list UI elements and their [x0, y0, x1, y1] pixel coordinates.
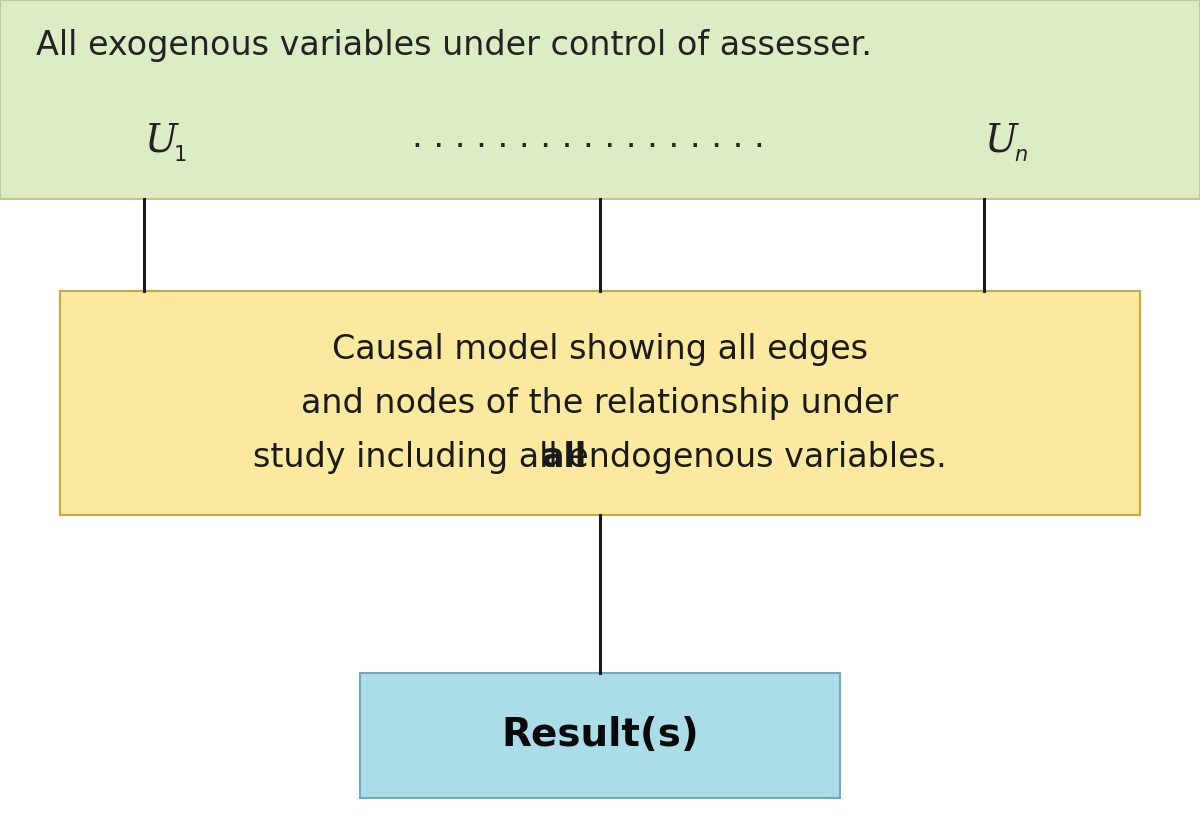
Text: U: U: [984, 123, 1016, 160]
FancyBboxPatch shape: [0, 0, 1200, 199]
Text: 1: 1: [174, 145, 187, 165]
Text: study including all endogenous variables.: study including all endogenous variables…: [253, 440, 947, 474]
FancyBboxPatch shape: [60, 291, 1140, 515]
Text: all: all: [541, 440, 587, 474]
FancyBboxPatch shape: [360, 673, 840, 798]
Text: and nodes of the relationship under: and nodes of the relationship under: [301, 386, 899, 420]
Text: Result(s): Result(s): [502, 716, 698, 755]
Text: Causal model showing all edges: Causal model showing all edges: [332, 332, 868, 366]
Text: n: n: [1014, 145, 1027, 165]
Text: U: U: [144, 123, 176, 160]
Text: . . . . . . . . . . . . . . . . .: . . . . . . . . . . . . . . . . .: [412, 120, 764, 154]
Text: All exogenous variables under control of assesser.: All exogenous variables under control of…: [36, 29, 872, 62]
